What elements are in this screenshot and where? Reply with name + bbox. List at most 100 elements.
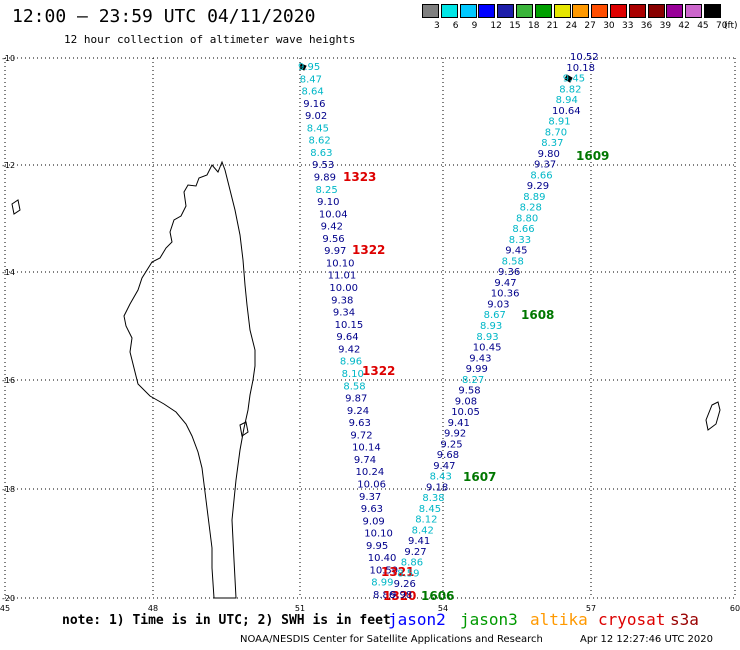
wave-height-value: 9.34 <box>333 308 355 319</box>
wave-height-value: 9.26 <box>394 579 416 590</box>
wave-height-value: 8.94 <box>556 95 578 106</box>
wave-height-value: 9.25 <box>440 439 462 450</box>
legend-swatch <box>534 4 552 18</box>
wave-height-value: 9.09 <box>363 516 385 527</box>
latitude-tick-label: -12 <box>2 161 15 170</box>
legend-swatch <box>516 4 533 18</box>
wave-height-value: 9.03 <box>487 299 509 310</box>
wave-height-value: 10.00 <box>329 283 358 294</box>
wave-height-value: 8.25 <box>315 185 337 196</box>
mission-label-altika: altika <box>530 610 588 629</box>
wave-height-value: 9.16 <box>303 99 325 110</box>
wave-height-value: 8.99 <box>371 578 393 589</box>
wave-height-value: 9.37 <box>534 160 556 171</box>
wave-height-value: 8.86 <box>401 558 423 569</box>
legend-swatch <box>572 4 590 18</box>
pass-time-label: 1321 <box>381 565 414 579</box>
wave-height-value: 8.45 <box>307 123 329 134</box>
coastal-island-southwest-outline <box>239 421 249 437</box>
wave-height-value: 8.38 <box>422 493 444 504</box>
mission-label-jason3: jason3 <box>460 610 518 629</box>
pass-time-label: 1608 <box>521 308 554 322</box>
wave-height-value: 10.64 <box>552 106 581 117</box>
wave-height-value: 8.93 <box>480 321 502 332</box>
pass-time-label: 1606 <box>421 589 454 603</box>
latitude-tick-label: -16 <box>2 376 15 385</box>
wave-height-value: 8.96 <box>340 357 362 368</box>
wave-height-value: 8.62 <box>308 136 330 147</box>
legend-label: 12 <box>490 21 502 31</box>
wave-height-value: 9.95 <box>366 541 388 552</box>
legend-label: 27 <box>584 21 596 31</box>
wave-height-value: 9.41 <box>448 418 470 429</box>
legend-swatch <box>553 4 571 18</box>
latitude-tick-label: -10 <box>2 54 15 63</box>
wave-height-value: 9.97 <box>324 246 346 257</box>
wave-height-value: 8.58 <box>343 381 365 392</box>
wave-height-value: 9.74 <box>354 455 376 466</box>
mahe-island-outline <box>705 401 721 431</box>
wave-height-value: 10.05 <box>451 407 480 418</box>
wave-height-value: 9.80 <box>538 149 560 160</box>
wave-height-value: 9.45 <box>563 74 585 85</box>
coastal-island-west-outline <box>11 199 21 215</box>
wave-height-value: 8.89 <box>523 192 545 203</box>
legend-swatch <box>704 4 721 18</box>
map-gridlines <box>4 57 736 599</box>
pass-time-label: 1323 <box>343 170 376 184</box>
wave-height-value: 9.18 <box>426 482 448 493</box>
wave-height-value: 10.04 <box>319 209 348 220</box>
legend-swatch <box>685 4 703 18</box>
legend-label: 45 <box>697 21 709 31</box>
wave-height-value: 10.15 <box>335 320 364 331</box>
wave-height-value: 8.66 <box>530 170 552 181</box>
wave-height-value: 9.08 <box>455 396 477 407</box>
longitude-tick-label: 45 <box>0 604 10 613</box>
legend-swatch <box>440 4 458 18</box>
wave-height-value: 10.10 <box>364 529 393 540</box>
legend-label: 21 <box>546 21 559 31</box>
axis-labels: 45 48 51 54 57 60 -10 -12 -14 -16 -18 -20 <box>0 54 740 613</box>
wave-height-value: 10.52 <box>570 52 599 63</box>
legend-label: 42 <box>678 21 690 31</box>
note-text: note: 1) Time is in UTC; 2) SWH is in fe… <box>62 613 391 628</box>
wave-height-value: 8.80 <box>516 213 538 224</box>
mission-label-cryosat: cryosat <box>598 610 666 629</box>
legend-label: 70 <box>716 21 728 31</box>
wave-height-value: 10.06 <box>357 479 386 490</box>
latitude-tick-label: -14 <box>2 268 15 277</box>
wave-height-value: 10.18 <box>566 63 595 74</box>
wave-height-value: 9.87 <box>345 394 367 405</box>
wave-height-value: 8.10 <box>342 369 364 380</box>
wave-height-value: 8.27 <box>462 375 484 386</box>
altimeter-track-east: 10.5210.189.458.828.9410.648.918.708.379… <box>390 52 609 603</box>
legend-swatch <box>647 4 665 18</box>
legend-swatch <box>478 4 496 18</box>
wave-height-value: 9.41 <box>408 536 430 547</box>
wave-height-value: 8.58 <box>502 256 524 267</box>
wave-height-value: 9.36 <box>498 267 520 278</box>
wave-height-value: 9.42 <box>321 222 343 233</box>
wave-height-value: 8.63 <box>310 148 332 159</box>
wave-height-value: 10.14 <box>352 443 381 454</box>
wave-height-value: 9.47 <box>494 278 516 289</box>
legend-swatch <box>591 4 609 18</box>
legend-swatch <box>628 4 646 18</box>
wave-height-value: 8.12 <box>415 515 437 526</box>
wave-height-value: 8.33 <box>509 235 531 246</box>
legend-swatch <box>666 4 684 18</box>
legend-swatch <box>497 4 515 18</box>
wave-height-value: 9.99 <box>466 364 488 375</box>
legend-label: 9 <box>471 21 478 31</box>
legend-swatch <box>610 4 627 18</box>
wave-height-value: 8.37 <box>541 138 563 149</box>
wave-height-value: 8.28 <box>520 203 542 214</box>
legend-label: 3 <box>434 21 440 31</box>
wave-height-value: 8.42 <box>412 525 434 536</box>
pass-time-label: 1320 <box>383 589 416 603</box>
legend-label: 24 <box>565 21 578 31</box>
wave-height-value: 8.45 <box>419 504 441 515</box>
longitude-tick-label: 57 <box>586 604 596 613</box>
wave-height-value: 9.56 <box>322 234 344 245</box>
